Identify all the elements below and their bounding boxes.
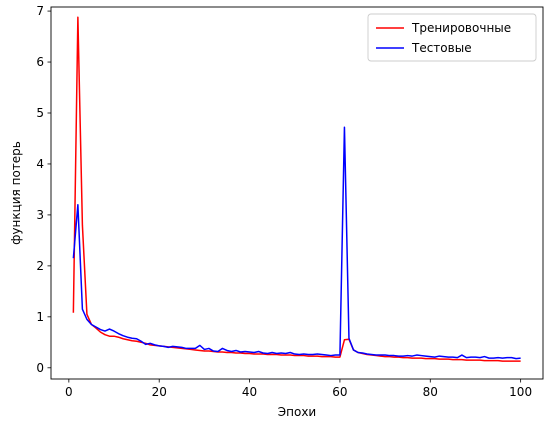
x-tick-label: 40 <box>242 385 257 399</box>
x-axis-ticks: 0 20 40 60 80 100 <box>65 379 532 399</box>
legend-label-1: Тренировочные <box>411 21 511 35</box>
y-tick-label: 1 <box>36 310 44 324</box>
x-tick-label: 100 <box>509 385 532 399</box>
y-tick-label: 7 <box>36 4 44 18</box>
plot-area: 0 20 40 60 80 100 0 1 2 3 4 5 6 7 <box>36 4 544 399</box>
x-tick-label: 60 <box>332 385 347 399</box>
x-tick-label: 80 <box>423 385 438 399</box>
y-tick-label: 0 <box>36 361 44 375</box>
y-tick-label: 3 <box>36 208 44 222</box>
x-axis-label: Эпохи <box>278 405 316 419</box>
x-tick-label: 0 <box>65 385 73 399</box>
y-tick-label: 4 <box>36 157 44 171</box>
y-tick-label: 5 <box>36 106 44 120</box>
series-line-1 <box>72 16 521 362</box>
y-axis-label: функция потерь <box>9 141 23 245</box>
plot-frame <box>50 6 544 380</box>
legend: Тренировочные Тестовые <box>367 13 537 62</box>
legend-label-2: Тестовые <box>411 41 472 55</box>
y-tick-label: 2 <box>36 259 44 273</box>
y-tick-label: 6 <box>36 55 44 69</box>
x-tick-label: 20 <box>152 385 167 399</box>
series-layer <box>72 16 521 362</box>
series-line-2 <box>72 126 521 360</box>
y-axis-ticks: 0 1 2 3 4 5 6 7 <box>36 4 51 375</box>
legend-box <box>367 13 537 62</box>
